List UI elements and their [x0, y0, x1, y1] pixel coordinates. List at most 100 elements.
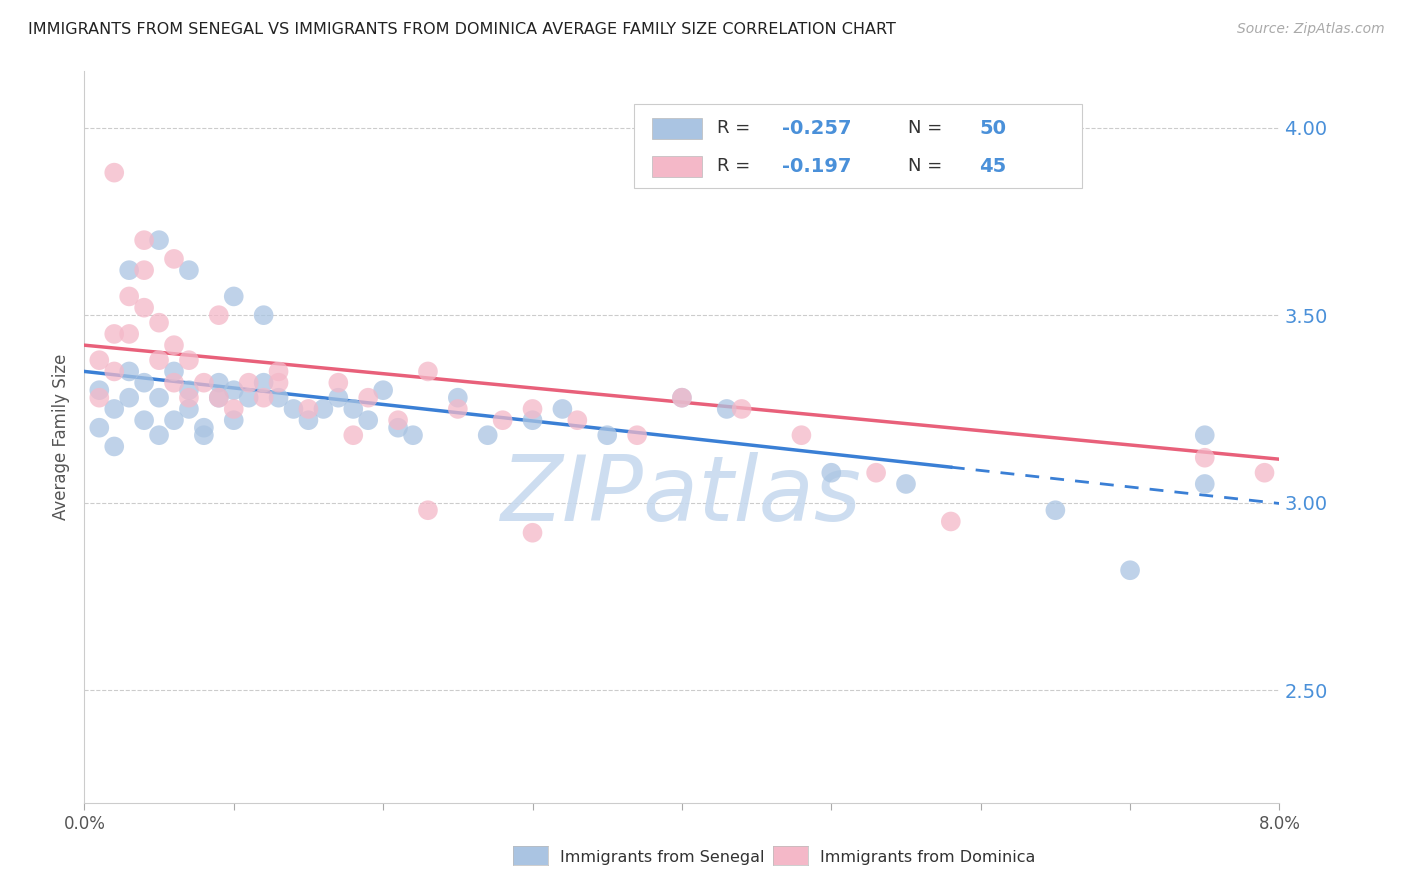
Point: [177, 391, 200, 405]
Point: [177, 353, 200, 368]
Point: [208, 391, 231, 405]
Point: [477, 428, 499, 442]
FancyBboxPatch shape: [634, 104, 1083, 188]
Point: [790, 428, 813, 442]
Point: [177, 401, 200, 416]
Text: N =: N =: [908, 158, 948, 176]
Point: [163, 338, 186, 352]
Point: [103, 326, 125, 341]
Point: [222, 413, 245, 427]
Point: [297, 413, 319, 427]
Point: [522, 413, 544, 427]
Point: [671, 391, 693, 405]
Text: ZIPatlas: ZIPatlas: [502, 451, 862, 540]
Point: [626, 428, 648, 442]
Point: [89, 420, 111, 434]
Point: [118, 364, 141, 378]
Point: [551, 401, 574, 416]
Point: [1194, 450, 1216, 465]
Point: [132, 376, 156, 390]
Point: [118, 391, 141, 405]
Point: [416, 364, 439, 378]
Point: [132, 301, 156, 315]
Point: [731, 401, 754, 416]
Point: [222, 401, 245, 416]
Point: [118, 263, 141, 277]
Point: [148, 233, 170, 247]
Point: [148, 353, 170, 368]
Point: [567, 413, 589, 427]
Text: R =: R =: [717, 120, 755, 137]
Point: [1253, 466, 1275, 480]
Point: [1194, 428, 1216, 442]
Point: [492, 413, 515, 427]
Point: [222, 383, 245, 397]
Point: [939, 515, 962, 529]
Point: [238, 391, 260, 405]
Point: [865, 466, 887, 480]
Text: 50: 50: [980, 119, 1007, 138]
Point: [222, 289, 245, 303]
Point: [267, 391, 290, 405]
Text: Immigrants from Senegal: Immigrants from Senegal: [560, 850, 763, 864]
Point: [522, 525, 544, 540]
Point: [596, 428, 619, 442]
Point: [328, 376, 350, 390]
Point: [522, 401, 544, 416]
Point: [373, 383, 395, 397]
Point: [208, 376, 231, 390]
Point: [193, 420, 215, 434]
Text: Immigrants from Dominica: Immigrants from Dominica: [820, 850, 1035, 864]
Point: [1194, 477, 1216, 491]
Point: [447, 401, 470, 416]
Point: [820, 466, 842, 480]
Point: [148, 391, 170, 405]
Point: [342, 401, 364, 416]
Text: Source: ZipAtlas.com: Source: ZipAtlas.com: [1237, 22, 1385, 37]
Point: [671, 391, 693, 405]
Point: [208, 308, 231, 322]
Point: [132, 413, 156, 427]
Point: [416, 503, 439, 517]
Text: 45: 45: [980, 157, 1007, 176]
Point: [103, 364, 125, 378]
Point: [132, 233, 156, 247]
Point: [238, 376, 260, 390]
Point: [177, 383, 200, 397]
Point: [297, 401, 319, 416]
Point: [253, 308, 276, 322]
Point: [163, 376, 186, 390]
Point: [1045, 503, 1067, 517]
Point: [118, 289, 141, 303]
Point: [357, 391, 380, 405]
Point: [163, 413, 186, 427]
Point: [193, 428, 215, 442]
Point: [402, 428, 425, 442]
Point: [312, 401, 335, 416]
Point: [148, 428, 170, 442]
Point: [163, 252, 186, 266]
Text: -0.197: -0.197: [782, 157, 852, 176]
Point: [253, 376, 276, 390]
Point: [253, 391, 276, 405]
Point: [267, 376, 290, 390]
Point: [328, 391, 350, 405]
Point: [118, 326, 141, 341]
Point: [103, 166, 125, 180]
Point: [357, 413, 380, 427]
Point: [148, 316, 170, 330]
Point: [132, 263, 156, 277]
Point: [387, 420, 409, 434]
Point: [894, 477, 917, 491]
Point: [387, 413, 409, 427]
Point: [89, 383, 111, 397]
Point: [447, 391, 470, 405]
Point: [193, 376, 215, 390]
Point: [177, 263, 200, 277]
Point: [103, 401, 125, 416]
Point: [89, 391, 111, 405]
FancyBboxPatch shape: [652, 156, 702, 177]
Point: [89, 353, 111, 368]
Point: [1119, 563, 1142, 577]
Text: -0.257: -0.257: [782, 119, 852, 138]
